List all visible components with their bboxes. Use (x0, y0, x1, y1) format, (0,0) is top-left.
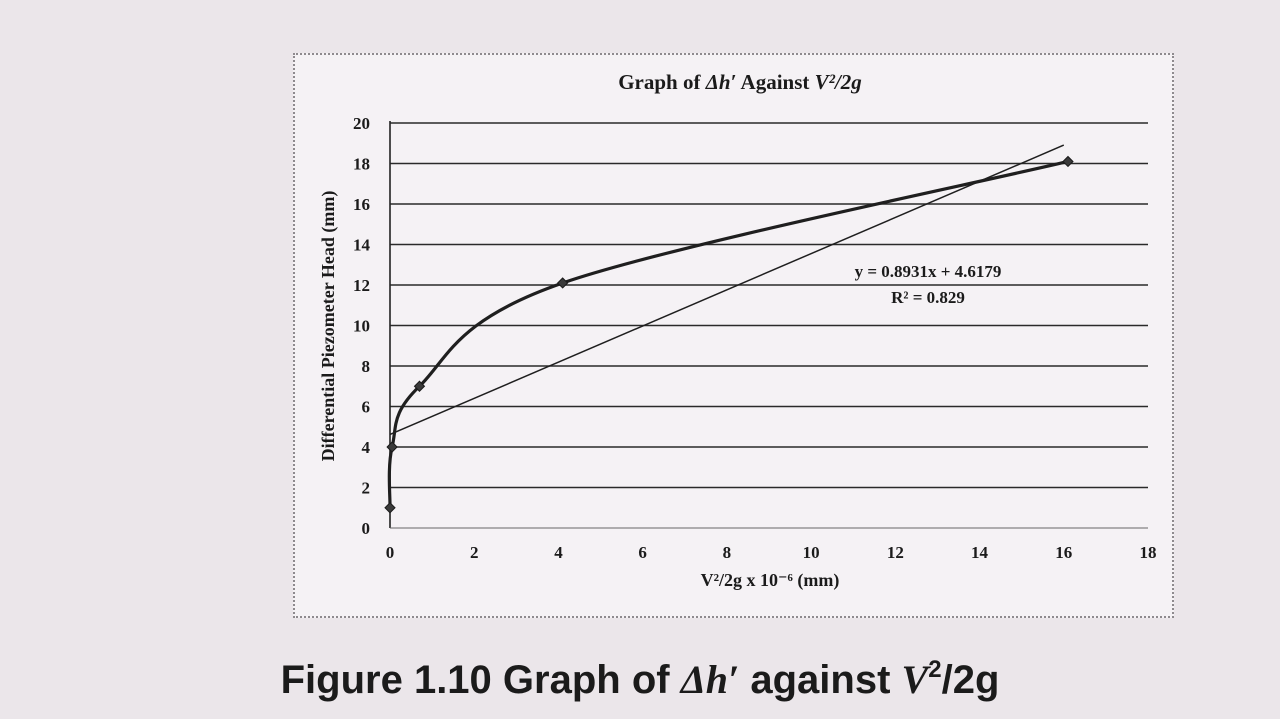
trendline-line (389, 144, 1065, 436)
y-tick-label: 18 (353, 155, 370, 174)
x-tick-label: 18 (1140, 543, 1157, 562)
data-point (556, 277, 569, 289)
x-tick-labels: 0 2 4 6 8 10 12 14 16 18 (386, 543, 1157, 562)
trendline-equation: y = 0.8931x + 4.6179 (855, 262, 1002, 281)
y-axis-label: Differential Piezometer Head (mm) (318, 191, 339, 462)
y-tick-label: 10 (353, 317, 370, 336)
series-curve (387, 159, 1070, 510)
chart-frame (293, 53, 1174, 618)
y-tick-label: 0 (362, 519, 371, 538)
y-tick-labels: 0 2 4 6 8 10 12 14 16 18 20 (353, 114, 371, 538)
x-axis-label: V²/2g x 10⁻⁶ (mm) (701, 570, 840, 591)
x-tick-label: 10 (803, 543, 820, 562)
y-tick-label: 6 (362, 398, 371, 417)
y-tick-label: 8 (362, 357, 371, 376)
x-tick-label: 2 (470, 543, 479, 562)
data-point (413, 380, 426, 392)
data-point (386, 441, 398, 453)
y-tick-label: 4 (362, 438, 371, 457)
trendline-r2: R² = 0.829 (891, 288, 965, 307)
x-tick-label: 16 (1055, 543, 1072, 562)
series-markers (384, 155, 1074, 514)
x-tick-label: 14 (971, 543, 989, 562)
gridlines (390, 122, 1148, 489)
figure-caption: Figure 1.10 Graph of Δh′ against V2/2g (280, 656, 1000, 702)
x-tick-label: 4 (554, 543, 563, 562)
y-tick-label: 16 (353, 195, 370, 214)
y-tick-label: 20 (353, 114, 370, 133)
x-tick-label: 6 (638, 543, 647, 562)
x-tick-label: 12 (887, 543, 904, 562)
chart-title: Graph of Δh′ Against V²/2g (618, 70, 862, 94)
x-tick-label: 8 (723, 543, 732, 562)
series-line (387, 159, 1070, 510)
y-tick-label: 2 (362, 479, 371, 498)
x-tick-label: 0 (386, 543, 395, 562)
y-tick-label: 14 (353, 236, 371, 255)
data-point (384, 502, 396, 514)
trendline (389, 144, 1065, 436)
data-point (1062, 155, 1074, 168)
y-tick-label: 12 (353, 276, 370, 295)
axes (389, 121, 1148, 529)
